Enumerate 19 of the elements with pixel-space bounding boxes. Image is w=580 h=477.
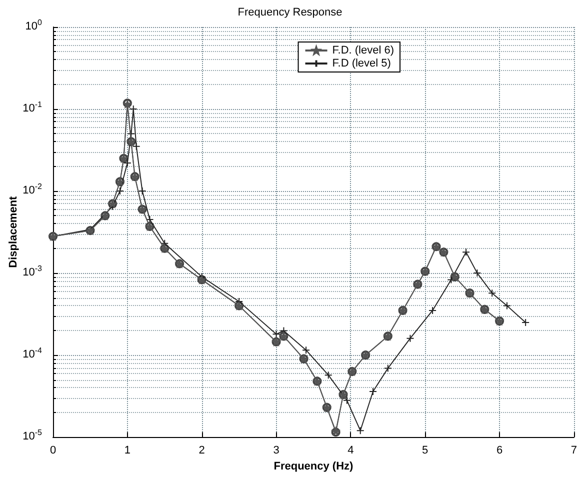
x-tick-label: 0 [50, 444, 56, 457]
x-tick-label: 1 [124, 444, 130, 457]
x-axis-title: Frequency (Hz) [274, 460, 354, 472]
legend-label: F.D. (level 6) [332, 44, 394, 56]
x-tick-label: 2 [198, 444, 205, 457]
legend-label: F.D (level 5) [332, 58, 391, 70]
y-tick-label: 10$^{-1}$ [22, 99, 42, 115]
x-tick-label: 4 [348, 444, 354, 457]
chart-title: Frequency Response [238, 6, 342, 18]
x-tick-label: 7 [570, 444, 578, 457]
x-tick-label: 5 [422, 444, 428, 457]
y-axis-title: Displacement [8, 196, 20, 268]
x-tick-label: 3 [273, 444, 280, 457]
y-tick-label: 10$^{-2}$ [22, 181, 42, 197]
y-tick-label: 10$^{0}$ [25, 17, 42, 33]
y-tick-label: 10$^{-4}$ [22, 345, 42, 361]
y-tick-label: 10$^{-5}$ [22, 427, 42, 443]
x-tick-label: 6 [496, 444, 503, 457]
y-tick-label: 10$^{-3}$ [22, 263, 42, 279]
